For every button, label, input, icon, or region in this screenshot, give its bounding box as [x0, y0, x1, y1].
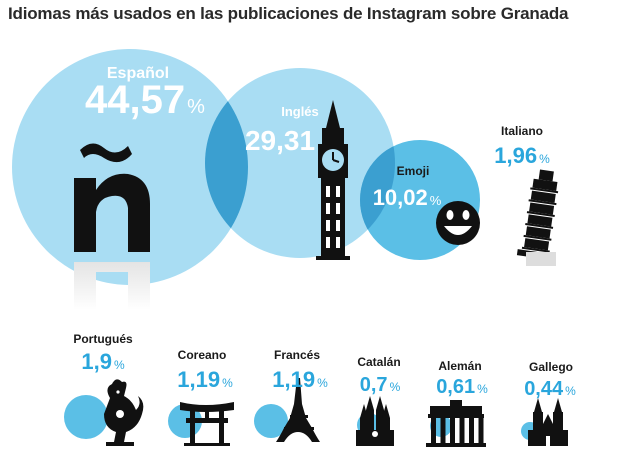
value-label-catalan: 0,7%: [360, 374, 401, 396]
percent-sign: %: [222, 376, 233, 390]
value-label-emoji: 10,02%: [373, 185, 442, 210]
percent-sign: %: [430, 193, 442, 208]
percent-sign: %: [187, 96, 205, 118]
value-label-portugues: 1,9%: [81, 349, 125, 374]
value-number: 44,57: [85, 78, 185, 122]
language-label-coreano: Coreano: [178, 348, 227, 362]
percent-sign: %: [390, 380, 401, 394]
language-label-aleman: Alemán: [438, 359, 481, 373]
value-label-italiano: 1,96%: [494, 143, 550, 168]
percent-sign: %: [565, 384, 576, 398]
language-label-catalan: Catalán: [357, 355, 400, 369]
barcelos-rooster-icon: [104, 379, 144, 446]
smiley-face-icon: [436, 201, 480, 245]
big-ben-icon: [316, 100, 350, 260]
language-label-portugues: Portugués: [73, 332, 133, 346]
language-label-ingles: Inglés: [281, 104, 319, 119]
language-label-espanol: Español: [107, 65, 169, 82]
eiffel-tower-icon: [276, 378, 320, 442]
bubble-frances: [254, 404, 288, 438]
value-label-gallego: 0,44%: [524, 378, 576, 400]
bubble-espanol: [12, 49, 248, 285]
value-number: 29,31: [245, 125, 315, 156]
value-label-aleman: 0,61%: [436, 376, 488, 398]
bubble-portugues: [64, 395, 108, 439]
value-number: 1,9: [81, 349, 112, 374]
value-number: 0,44: [524, 378, 564, 400]
leaning-tower-pisa-icon: [516, 169, 559, 261]
value-label-espanol: 44,57%: [85, 78, 205, 122]
bubble-ingles: [205, 68, 395, 258]
percent-sign: %: [317, 376, 328, 390]
brandenburg-gate-icon: [426, 400, 486, 447]
value-number: 1,96: [494, 143, 537, 168]
santiago-cathedral-icon: [528, 398, 568, 446]
pisa-reflection: [526, 252, 556, 266]
language-label-gallego: Gallego: [529, 360, 573, 374]
percent-sign: %: [539, 152, 550, 166]
enye-reflection: [74, 262, 150, 310]
value-number: 0,61: [436, 376, 475, 398]
percent-sign: %: [477, 382, 488, 396]
value-label-coreano: 1,19%: [177, 367, 233, 392]
value-number: 10,02: [373, 185, 428, 210]
value-number: 1,19: [177, 367, 220, 392]
value-label-frances: 1,19%: [272, 367, 328, 392]
value-number: 1,19: [272, 367, 315, 392]
percent-sign: %: [114, 358, 125, 372]
value-number: 0,7: [360, 374, 388, 396]
sagrada-familia-icon: [356, 396, 394, 446]
language-label-emoji: Emoji: [397, 164, 430, 178]
torii-gate-icon: [180, 402, 234, 446]
language-label-frances: Francés: [274, 348, 320, 362]
chart-title: Idiomas más usados en las publicaciones …: [8, 4, 569, 23]
enye-letter-icon: [74, 143, 150, 310]
value-label-ingles: 29,31: [245, 125, 315, 156]
language-label-italiano: Italiano: [501, 124, 543, 138]
